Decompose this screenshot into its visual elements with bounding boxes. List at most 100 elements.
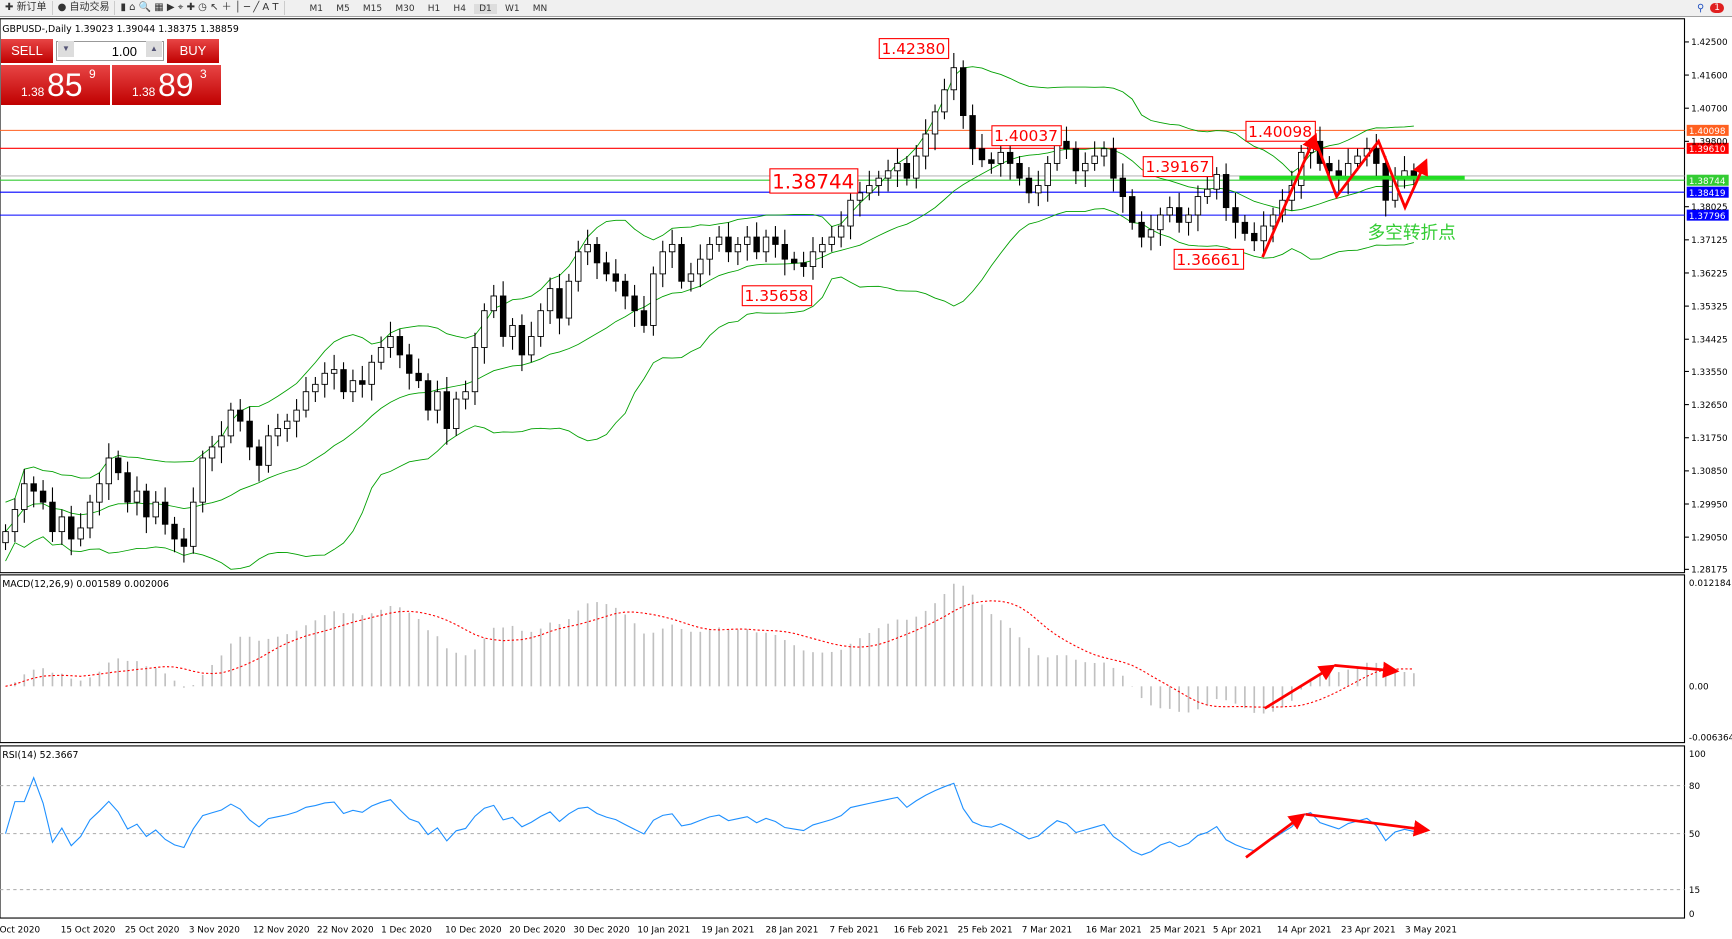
candle xyxy=(1166,207,1173,216)
candle xyxy=(443,391,451,429)
price-level-tag xyxy=(1686,186,1729,198)
tf-h4[interactable]: H4 xyxy=(453,3,466,14)
rsi-line xyxy=(4,776,1415,856)
candle xyxy=(612,273,620,282)
tf-m1[interactable]: M1 xyxy=(309,3,324,14)
date-tick-label: 15 Oct 2020 xyxy=(61,925,116,935)
candle xyxy=(1241,221,1249,234)
candle xyxy=(828,236,835,245)
auto-trading-button[interactable]: ● 自动交易 xyxy=(53,1,116,15)
candle xyxy=(499,295,507,337)
macd-panel-frame xyxy=(0,574,1686,744)
tf-m30[interactable]: M30 xyxy=(395,3,415,14)
price-level-label: 1.37796 xyxy=(1689,212,1726,222)
macd-label: MACD(12,26,9) 0.001589 0.002006 xyxy=(2,579,169,590)
sell-price-prefix: 1.38 xyxy=(21,85,45,99)
lot-size-input[interactable]: 1.00 xyxy=(56,41,164,61)
candle xyxy=(330,369,338,374)
bollinger-lower xyxy=(5,208,1414,570)
candle xyxy=(913,155,920,179)
date-tick-label: 5 Apr 2021 xyxy=(1213,925,1262,935)
candle xyxy=(30,483,37,492)
candle xyxy=(528,336,535,356)
main-chart-frame xyxy=(0,18,1686,574)
candle xyxy=(1025,177,1033,194)
candle xyxy=(537,310,544,337)
candle xyxy=(283,420,291,429)
candle xyxy=(359,380,366,385)
price-annotation: 1.36661 xyxy=(1176,251,1240,269)
arrow-macd-up xyxy=(1264,664,1336,710)
candle xyxy=(744,236,751,245)
candle xyxy=(1082,162,1089,172)
rsi-tick-label: 80 xyxy=(1689,782,1701,792)
candle xyxy=(471,347,479,393)
price-tick-label: 1.37125 xyxy=(1691,236,1728,246)
candle xyxy=(678,243,685,282)
price-annotation-box xyxy=(769,168,859,194)
candle xyxy=(715,236,723,245)
candle xyxy=(781,243,789,260)
lot-increase-icon[interactable]: ▲ xyxy=(146,41,162,57)
date-tick-label: 10 Dec 2020 xyxy=(445,925,502,935)
candle xyxy=(1222,174,1230,209)
candle xyxy=(1382,162,1389,201)
buy-button[interactable]: BUY xyxy=(167,39,219,63)
candle xyxy=(772,236,779,245)
tf-w1[interactable]: W1 xyxy=(504,3,520,14)
date-tick-label: 28 Jan 2021 xyxy=(765,925,818,935)
date-tick-label: 23 Apr 2021 xyxy=(1341,925,1396,935)
candle xyxy=(603,262,610,275)
chart-tools-icons[interactable]: ▮ ⌂ 🔍 ▦ ▶ ⌖ ✚ ◷ ↖ ＋ │ ─ ╱ A T xyxy=(115,1,285,15)
tf-d1[interactable]: D1 xyxy=(474,3,497,14)
search-icon[interactable]: ⚲ xyxy=(1696,2,1705,14)
candle xyxy=(227,409,235,437)
price-tick-label: 1.33550 xyxy=(1691,368,1728,378)
candle xyxy=(819,243,826,253)
candle xyxy=(903,162,911,179)
notification-badge[interactable]: 1 xyxy=(1710,3,1724,13)
date-tick-label: 25 Feb 2021 xyxy=(958,925,1013,935)
date-tick-label: 30 Dec 2020 xyxy=(573,925,630,935)
date-tick-label: 25 Mar 2021 xyxy=(1150,925,1206,935)
candle xyxy=(1410,170,1418,177)
price-level-tag xyxy=(1686,142,1729,154)
price-tick-label: 1.38025 xyxy=(1691,203,1728,213)
sell-price-button[interactable]: 1.38 85 9 xyxy=(1,65,110,105)
tf-m5[interactable]: M5 xyxy=(336,3,350,14)
new-order-button[interactable]: ✚ 新订单 xyxy=(0,1,53,15)
price-annotation: 1.40037 xyxy=(994,127,1058,145)
candle xyxy=(1213,174,1220,190)
candle xyxy=(452,398,460,429)
candle xyxy=(246,420,253,448)
candle xyxy=(86,501,94,529)
candle xyxy=(687,273,695,282)
candle xyxy=(1354,155,1361,164)
zigzag-arrow-main xyxy=(1313,137,1428,211)
candle xyxy=(124,472,131,503)
arrow-macd-flat xyxy=(1334,661,1400,679)
candle xyxy=(1110,148,1117,179)
candle xyxy=(997,151,1004,164)
candle xyxy=(208,446,216,459)
candle xyxy=(302,391,310,411)
lot-decrease-icon[interactable]: ▼ xyxy=(58,41,74,57)
candle xyxy=(462,391,469,400)
tf-m15[interactable]: M15 xyxy=(362,3,383,14)
candle xyxy=(1157,214,1164,231)
sell-button[interactable]: SELL xyxy=(1,39,53,63)
candle xyxy=(1269,214,1277,227)
tf-h1[interactable]: H1 xyxy=(427,3,441,14)
candle xyxy=(114,457,122,474)
price-tick-label: 1.42500 xyxy=(1691,38,1728,48)
price-level-label: 1.38744 xyxy=(1689,177,1726,187)
price-tick-label: 1.36225 xyxy=(1691,269,1728,279)
chart-header: GBPUSD-,Daily 1.39023 1.39044 1.38375 1.… xyxy=(2,24,239,35)
buy-price-button[interactable]: 1.38 89 3 xyxy=(112,65,221,105)
candle xyxy=(11,509,19,533)
new-order-label: 新订单 xyxy=(16,2,47,13)
date-tick-label: 7 Mar 2021 xyxy=(1022,925,1072,935)
candle xyxy=(697,258,704,275)
tf-mn[interactable]: MN xyxy=(532,3,548,14)
